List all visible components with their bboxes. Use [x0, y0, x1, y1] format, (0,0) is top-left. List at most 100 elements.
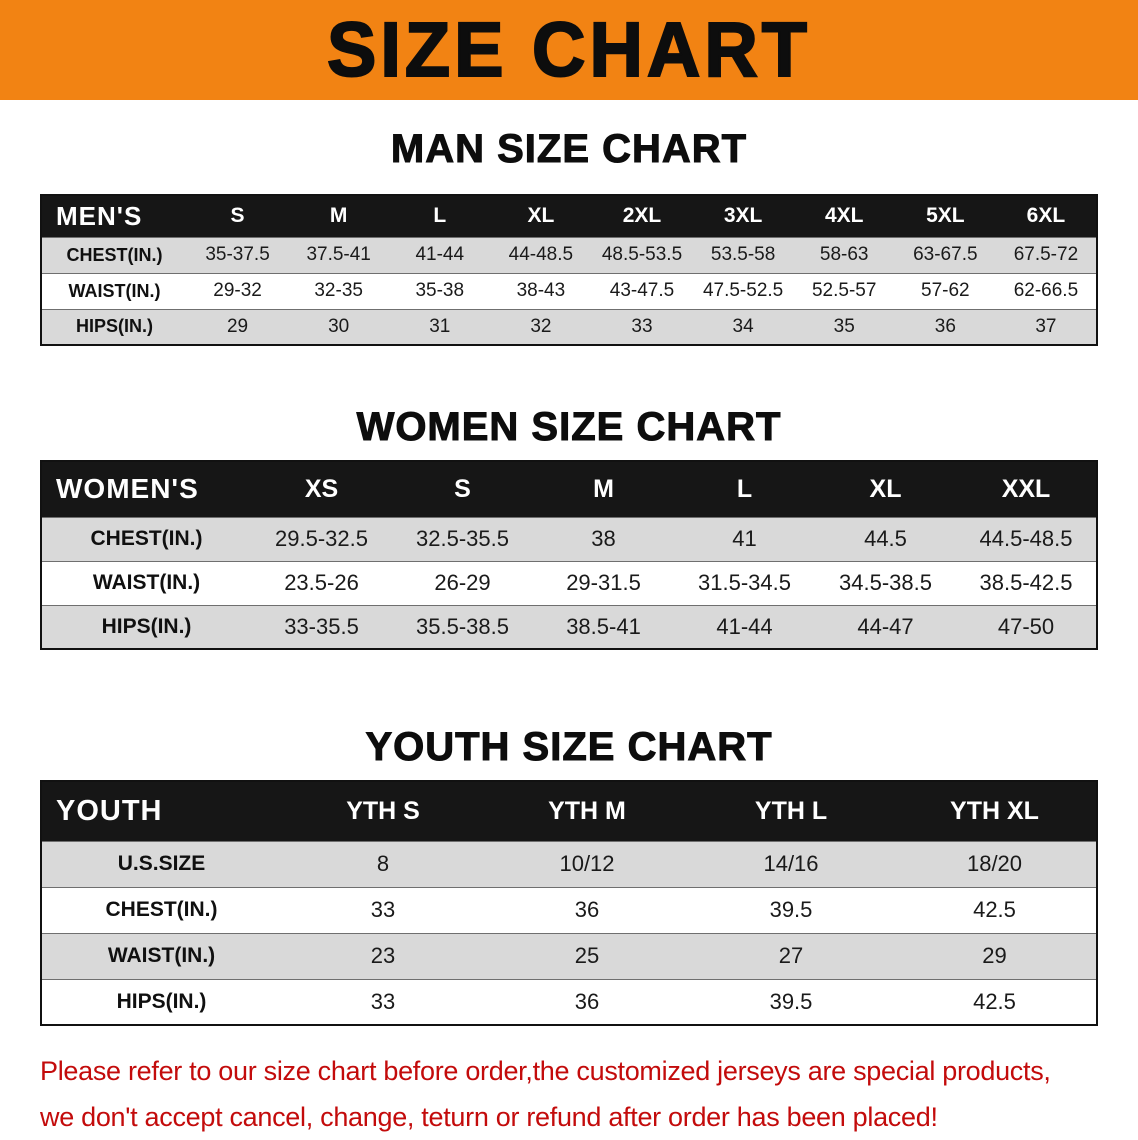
- man-size-chart-section: MAN SIZE CHART MEN'S S M L XL 2XL 3XL 4XL 5XL 6XL…: [0, 126, 1138, 346]
- youth-size-chart-section: YOUTH SIZE CHART YOUTH YTH S YTH M YTH L YTH…: [0, 724, 1138, 1026]
- row-label: HIPS(IN.): [101, 614, 192, 638]
- size-value-cell: 14/16: [763, 851, 819, 876]
- table-row: HIPS(IN.) 29 30 31 32 33 34 35 36 37: [41, 309, 1097, 345]
- size-value-cell: 42.5: [973, 988, 1016, 1014]
- size-value-cell: 26-29: [434, 570, 491, 595]
- size-value-cell: 35.5-38.5: [416, 613, 509, 639]
- table-row: CHEST(IN.) 33 36 39.5 42.5: [41, 887, 1097, 933]
- column-header: YTH M: [485, 781, 689, 841]
- size-value-cell: 47-50: [997, 613, 1055, 639]
- size-value-cell: 38.5-42.5: [979, 570, 1073, 595]
- size-chart-banner: SIZE CHART: [0, 0, 1138, 100]
- note-line-2: we don't accept cancel, change, teturn o…: [40, 1102, 938, 1132]
- row-label: CHEST(IN.): [90, 527, 203, 550]
- size-value-cell: 31: [429, 315, 451, 337]
- size-value-cell: 27: [778, 943, 804, 968]
- column-header: 4XL: [793, 195, 895, 237]
- women-size-chart-section: WOMEN SIZE CHART WOMEN'S XS S M L XL XXL CHEST(…: [0, 404, 1138, 650]
- size-value-cell: 48.5-53.5: [601, 244, 683, 265]
- size-value-cell: 47.5-52.5: [702, 280, 784, 301]
- size-value-cell: 44-47: [857, 613, 914, 639]
- column-header: XXL: [956, 461, 1097, 517]
- size-value-cell: 29.5-32.5: [275, 526, 368, 551]
- size-value-cell: 41-44: [415, 244, 465, 265]
- size-value-cell: 43-47.5: [609, 280, 675, 301]
- row-label: HIPS(IN.): [116, 989, 207, 1013]
- size-value-cell: 42.5: [973, 897, 1016, 922]
- size-value-cell: 37: [1035, 315, 1057, 337]
- column-header: L: [674, 461, 815, 517]
- size-value-cell: 33: [631, 315, 653, 337]
- table-header-row: WOMEN'S XS S M L XL XXL: [41, 461, 1097, 517]
- size-value-cell: 32-35: [314, 280, 363, 301]
- table-title-cell: YOUTH: [41, 781, 281, 841]
- size-value-cell: 35: [833, 315, 855, 337]
- size-value-cell: 53.5-58: [710, 244, 776, 265]
- table-title-cell: MEN'S: [41, 195, 187, 237]
- row-label: CHEST(IN.): [105, 898, 218, 921]
- size-value-cell: 58-63: [819, 244, 869, 265]
- man-section-heading: MAN SIZE CHART: [390, 127, 748, 172]
- size-value-cell: 29: [226, 315, 249, 337]
- size-value-cell: 37.5-41: [306, 244, 371, 265]
- size-value-cell: 38: [591, 526, 616, 551]
- size-value-cell: 57-62: [921, 280, 970, 301]
- women-section-heading: WOMEN SIZE CHART: [356, 405, 782, 450]
- size-value-cell: 44.5: [864, 526, 907, 551]
- size-value-cell: 33: [370, 988, 396, 1014]
- table-row: U.S.SIZE 8 10/12 14/16 18/20: [41, 841, 1097, 887]
- men-size-table: MEN'S S M L XL 2XL 3XL 4XL 5XL 6XL CHEST(IN.) 35-37…: [40, 194, 1098, 346]
- size-value-cell: 41: [732, 526, 757, 551]
- size-value-cell: 32: [530, 315, 552, 337]
- size-value-cell: 33: [370, 897, 396, 922]
- note-line-1: Please refer to our size chart before or…: [40, 1056, 1051, 1086]
- size-value-cell: 10/12: [559, 851, 615, 876]
- column-header: 6XL: [995, 195, 1097, 237]
- size-value-cell: 67.5-72: [1013, 244, 1079, 265]
- column-header: 2XL: [591, 195, 693, 237]
- size-value-cell: 31.5-34.5: [698, 570, 791, 595]
- size-value-cell: 38-43: [516, 280, 566, 301]
- column-header: M: [533, 461, 674, 517]
- size-value-cell: 29-32: [213, 280, 262, 301]
- column-header: YTH L: [689, 781, 893, 841]
- column-header: YTH S: [281, 781, 485, 841]
- size-value-cell: 29-31.5: [566, 570, 641, 595]
- size-value-cell: 36: [934, 315, 956, 337]
- order-policy-note: Please refer to our size chart before or…: [40, 1048, 1110, 1140]
- column-header: XL: [490, 195, 592, 237]
- table-row: HIPS(IN.) 33-35.5 35.5-38.5 38.5-41 41-44 44-…: [41, 605, 1097, 649]
- size-value-cell: 25: [574, 943, 600, 968]
- youth-section-heading: YOUTH SIZE CHART: [365, 725, 773, 770]
- size-value-cell: 44-48.5: [508, 244, 574, 265]
- size-value-cell: 35-38: [415, 280, 465, 301]
- column-header: 3XL: [692, 195, 794, 237]
- size-value-cell: 34: [732, 315, 754, 337]
- women-size-table: WOMEN'S XS S M L XL XXL CHEST(IN.) 29.5-32.5 32.5…: [40, 460, 1098, 650]
- page-title: SIZE CHART: [326, 6, 811, 93]
- size-value-cell: 36: [574, 897, 600, 922]
- column-header: L: [389, 195, 491, 237]
- column-header: XL: [815, 461, 956, 517]
- table-row: CHEST(IN.) 29.5-32.5 32.5-35.5 38 41 44.5 44.5…: [41, 517, 1097, 561]
- table-title-cell: WOMEN'S: [41, 461, 251, 517]
- size-value-cell: 30: [328, 315, 350, 337]
- row-label: U.S.SIZE: [117, 852, 206, 875]
- row-label: CHEST(IN.): [66, 244, 163, 265]
- column-header: 5XL: [894, 195, 996, 237]
- column-header: YTH XL: [893, 781, 1097, 841]
- size-value-cell: 63-67.5: [913, 244, 978, 265]
- size-value-cell: 41-44: [716, 613, 773, 639]
- row-label: WAIST(IN.): [107, 944, 216, 967]
- table-row: WAIST(IN.) 29-32 32-35 35-38 38-43 43-47.5 47.…: [41, 273, 1097, 309]
- size-value-cell: 34.5-38.5: [839, 570, 932, 595]
- youth-size-table: YOUTH YTH S YTH M YTH L YTH XL U.S.SIZE 8 10/12…: [40, 780, 1098, 1026]
- table-row: CHEST(IN.) 35-37.5 37.5-41 41-44 44-48.5 48.5…: [41, 237, 1097, 273]
- table-header-row: MEN'S S M L XL 2XL 3XL 4XL 5XL 6XL: [41, 195, 1097, 237]
- row-label: WAIST(IN.): [68, 280, 161, 301]
- size-value-cell: 52.5-57: [811, 280, 877, 301]
- table-header-row: YOUTH YTH S YTH M YTH L YTH XL: [41, 781, 1097, 841]
- size-value-cell: 23.5-26: [284, 570, 359, 595]
- size-value-cell: 62-66.5: [1013, 280, 1079, 301]
